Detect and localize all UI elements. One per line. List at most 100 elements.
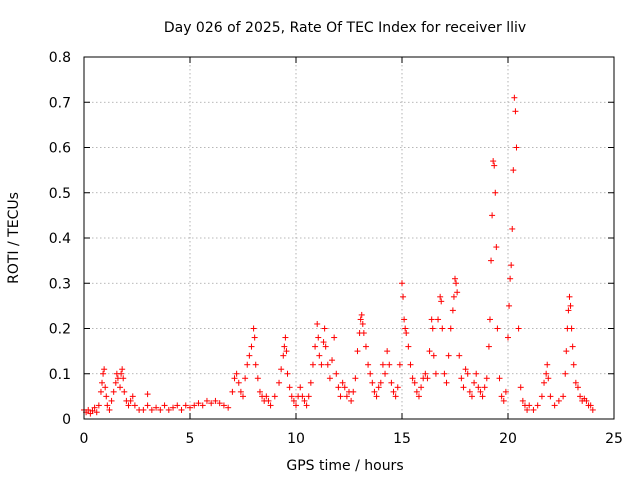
data-point xyxy=(112,379,119,386)
data-point xyxy=(110,388,117,395)
data-point xyxy=(438,298,445,305)
data-point xyxy=(309,361,316,368)
data-point xyxy=(278,366,285,373)
data-point xyxy=(297,384,304,391)
y-tick-label: 0.2 xyxy=(49,322,71,338)
data-point xyxy=(402,325,409,332)
data-point xyxy=(435,316,442,323)
data-point xyxy=(203,397,210,404)
y-tick-labels: 0 0.1 0.2 0.3 0.4 0.5 0.6 0.7 0.8 xyxy=(49,50,71,428)
data-point xyxy=(519,397,526,404)
data-point xyxy=(303,402,310,409)
y-tick-label: 0.5 xyxy=(49,186,71,202)
data-point xyxy=(254,375,261,382)
data-point xyxy=(316,352,323,359)
data-point xyxy=(337,393,344,400)
data-point xyxy=(182,402,189,409)
data-point xyxy=(583,397,590,404)
data-point xyxy=(492,189,499,196)
data-point xyxy=(235,379,242,386)
data-point xyxy=(220,402,227,409)
data-point xyxy=(386,361,393,368)
data-point xyxy=(237,388,244,395)
data-point xyxy=(320,339,327,346)
data-point xyxy=(483,375,490,382)
data-point xyxy=(486,316,493,323)
data-point xyxy=(541,379,548,386)
data-point xyxy=(407,361,414,368)
data-point xyxy=(369,379,376,386)
data-point xyxy=(502,388,509,395)
x-tick-labels: 0 5 10 15 20 25 xyxy=(80,431,623,447)
data-point xyxy=(545,375,552,382)
data-point xyxy=(428,316,435,323)
data-point xyxy=(562,370,569,377)
data-point xyxy=(321,325,328,332)
data-point xyxy=(544,361,551,368)
data-point xyxy=(506,302,513,309)
data-point xyxy=(396,361,403,368)
data-point xyxy=(359,320,366,327)
data-point xyxy=(568,325,575,332)
data-point xyxy=(256,388,263,395)
data-point xyxy=(144,402,151,409)
data-point xyxy=(293,402,299,409)
data-point xyxy=(271,393,278,400)
data-point xyxy=(367,370,374,377)
data-point xyxy=(114,375,121,382)
data-point xyxy=(244,361,251,368)
data-point xyxy=(250,325,257,332)
data-point xyxy=(252,361,259,368)
data-point xyxy=(103,393,110,400)
data-point xyxy=(329,357,336,364)
data-point xyxy=(281,343,288,350)
data-point xyxy=(212,397,219,404)
data-point xyxy=(120,375,127,382)
data-point xyxy=(127,397,134,404)
data-point xyxy=(231,375,238,382)
data-point xyxy=(118,370,125,377)
data-point xyxy=(555,397,562,404)
data-point xyxy=(512,108,519,115)
data-point xyxy=(288,393,295,400)
data-point xyxy=(405,343,412,350)
data-point xyxy=(106,406,113,413)
data-point xyxy=(195,400,202,407)
data-point xyxy=(101,366,108,373)
data-point xyxy=(509,225,516,232)
data-point xyxy=(191,402,198,409)
x-tick-label: 15 xyxy=(393,431,411,447)
data-point xyxy=(462,366,469,373)
y-tick-label: 0.8 xyxy=(49,50,71,66)
data-point xyxy=(510,167,517,174)
data-point xyxy=(225,404,232,411)
data-point xyxy=(411,379,418,386)
data-point xyxy=(299,393,306,400)
data-point xyxy=(373,393,380,400)
data-point xyxy=(574,384,581,391)
data-point xyxy=(157,406,164,413)
data-point xyxy=(566,293,573,300)
y-tick-label: 0.3 xyxy=(49,276,71,292)
data-point xyxy=(493,244,500,251)
data-point xyxy=(95,402,102,409)
data-point xyxy=(276,379,283,386)
data-point xyxy=(530,406,537,413)
data-point xyxy=(447,325,454,332)
data-point xyxy=(322,343,329,350)
data-point xyxy=(248,343,255,350)
data-point xyxy=(498,393,505,400)
data-point xyxy=(348,397,355,404)
data-point xyxy=(352,375,359,382)
data-point xyxy=(187,404,193,411)
data-point xyxy=(382,370,389,377)
data-point xyxy=(324,361,331,368)
data-point xyxy=(153,404,160,411)
data-point xyxy=(140,406,147,413)
x-tick-label: 5 xyxy=(186,431,195,447)
data-point xyxy=(439,325,446,332)
data-point xyxy=(85,406,92,413)
data-point xyxy=(489,212,496,219)
data-point xyxy=(587,402,594,409)
data-point xyxy=(409,375,416,382)
